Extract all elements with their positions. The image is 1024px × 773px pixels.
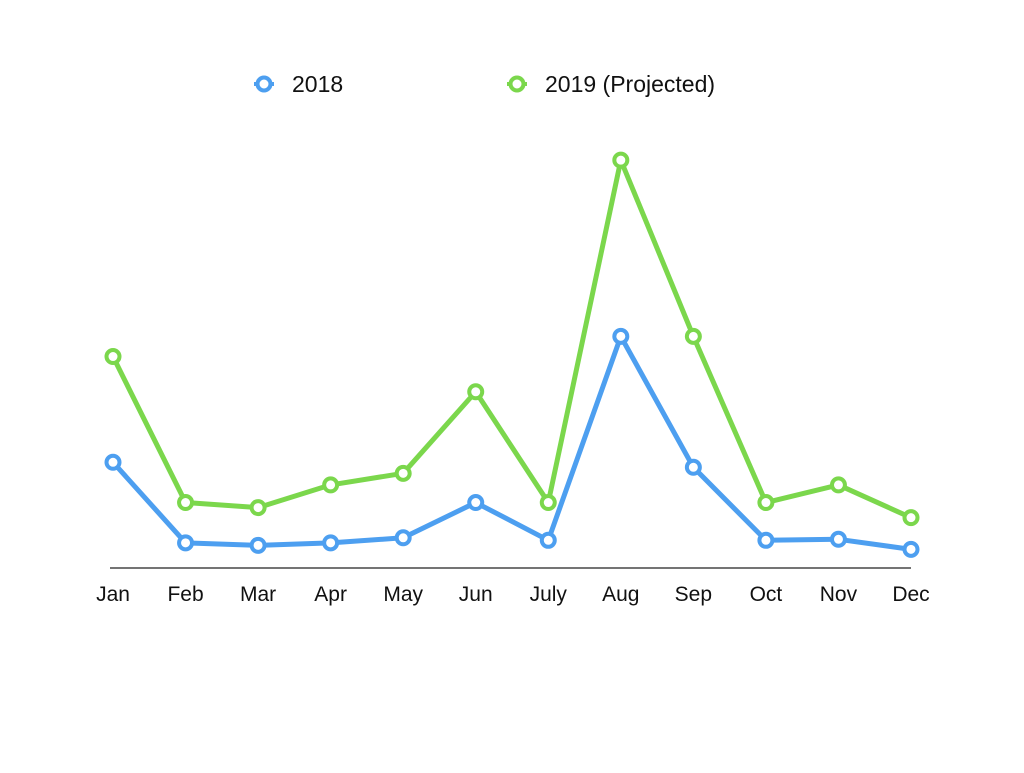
- series-0-point-mar: [249, 536, 267, 554]
- series-1-point-feb: [177, 494, 195, 512]
- series-layer: [104, 151, 920, 558]
- series-1-point-nov: [829, 476, 847, 494]
- legend: 2018 2019 (Projected): [254, 71, 715, 97]
- series-1-point-mar: [249, 499, 267, 517]
- series-0-point-feb: [177, 534, 195, 552]
- series-0-point-may: [394, 529, 412, 547]
- x-tick-label-jun: Jun: [459, 583, 493, 606]
- x-tick-label-dec: Dec: [892, 583, 929, 606]
- legend-swatch-marker-1: [508, 75, 526, 93]
- series-0-point-nov: [829, 530, 847, 548]
- x-tick-label-oct: Oct: [750, 583, 783, 606]
- x-tick-label-aug: Aug: [602, 583, 639, 606]
- series-0-point-oct: [757, 531, 775, 549]
- legend-label-0: 2018: [292, 71, 343, 97]
- series-1-point-oct: [757, 494, 775, 512]
- series-1-point-may: [394, 464, 412, 482]
- series-0-point-jan: [104, 453, 122, 471]
- series-1-point-jan: [104, 348, 122, 366]
- legend-swatch-marker-0: [255, 75, 273, 93]
- series-1-line: [110, 157, 914, 521]
- x-tick-label-jan: Jan: [96, 583, 130, 606]
- series-1-point-july: [539, 494, 557, 512]
- series-0-point-apr: [322, 534, 340, 552]
- legend-label-1: 2019 (Projected): [545, 71, 715, 97]
- series-0-point-sep: [684, 458, 702, 476]
- series-0-point-jun: [467, 494, 485, 512]
- x-tick-label-feb: Feb: [167, 583, 203, 606]
- x-tick-labels: Jan Feb Mar Apr May Jun July Aug Sep Oct Nov Dec: [96, 583, 930, 606]
- x-tick-label-mar: Mar: [240, 583, 276, 606]
- series-1-point-jun: [467, 383, 485, 401]
- x-tick-label-nov: Nov: [820, 583, 858, 606]
- series-0-line: [110, 333, 914, 552]
- legend-item-0: 2018: [254, 71, 343, 97]
- series-0: [104, 327, 920, 558]
- x-tick-label-may: May: [383, 583, 423, 606]
- series-1-point-aug: [612, 151, 630, 169]
- series-0-point-dec: [902, 540, 920, 558]
- x-tick-label-sep: Sep: [675, 583, 712, 606]
- series-1-point-apr: [322, 476, 340, 494]
- series-1-point-sep: [684, 327, 702, 345]
- series-0-point-july: [539, 531, 557, 549]
- legend-item-1: 2019 (Projected): [507, 71, 715, 97]
- series-0-point-aug: [612, 327, 630, 345]
- x-tick-label-july: July: [530, 583, 568, 606]
- series-1: [104, 151, 920, 527]
- x-tick-label-apr: Apr: [314, 583, 347, 606]
- series-1-point-dec: [902, 509, 920, 527]
